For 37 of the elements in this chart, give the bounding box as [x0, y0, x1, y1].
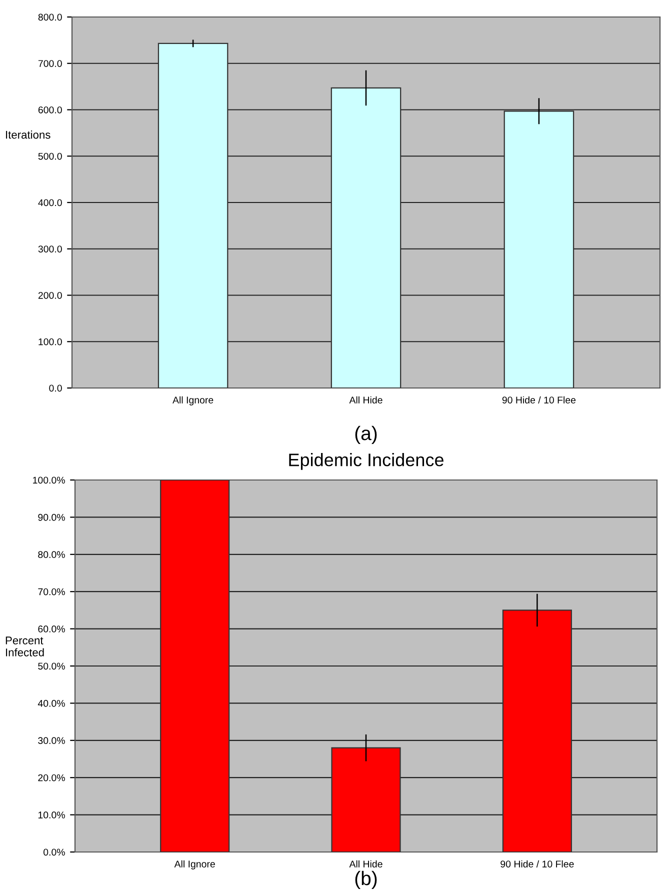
chart-title: Epidemic Incidence	[289, 453, 444, 470]
y-tick-label: 70.0%	[38, 588, 65, 596]
y-tick-label: 300.0	[38, 246, 62, 252]
y-tick-label: 500.0	[38, 152, 62, 160]
y-tick-label: 80.0%	[38, 551, 65, 558]
y-tick-label: 400.0	[38, 199, 62, 206]
y-tick-label: 40.0%	[38, 700, 65, 707]
bar	[504, 110, 574, 388]
y-axis-title: Iterations	[6, 130, 50, 139]
x-tick-label: All Hide	[349, 860, 382, 868]
y-tick-label: 30.0%	[38, 737, 65, 744]
text: (b)	[355, 870, 377, 890]
y-axis-title: Percent Infected	[6, 636, 44, 656]
bar	[160, 480, 230, 852]
x-tick-label: All Ignore	[172, 396, 214, 406]
text: (a)	[355, 426, 377, 444]
y-tick-label: 700.0	[38, 60, 62, 67]
y-tick-label: 800.0	[38, 14, 62, 21]
x-tick-label: All Hide	[349, 396, 382, 404]
bar	[502, 610, 572, 852]
y-tick-label: 50.0%	[38, 662, 65, 670]
bar	[158, 42, 228, 388]
y-tick-label: 100.0%	[33, 476, 65, 484]
x-tick-label: 90 Hide / 10 Flee	[500, 860, 574, 868]
y-tick-label: 0.0%	[44, 848, 65, 856]
x-tick-label: 90 Hide / 10 Flee	[502, 396, 576, 404]
y-tick-label: 10.0%	[38, 812, 65, 818]
y-tick-label: 100.0	[38, 338, 62, 346]
bar	[331, 747, 401, 852]
y-tick-label: 60.0%	[38, 626, 65, 632]
y-tick-label: 20.0%	[38, 774, 65, 782]
x-tick-label: All Ignore	[174, 860, 215, 870]
y-tick-label: 0.0	[49, 384, 62, 392]
y-tick-label: 200.0	[38, 292, 62, 299]
y-tick-label: 600.0	[38, 106, 62, 114]
bar	[330, 87, 402, 388]
y-tick-label: 90.0%	[38, 514, 65, 521]
